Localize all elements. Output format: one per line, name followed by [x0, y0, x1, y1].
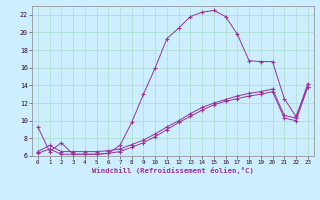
X-axis label: Windchill (Refroidissement éolien,°C): Windchill (Refroidissement éolien,°C) — [92, 167, 254, 174]
